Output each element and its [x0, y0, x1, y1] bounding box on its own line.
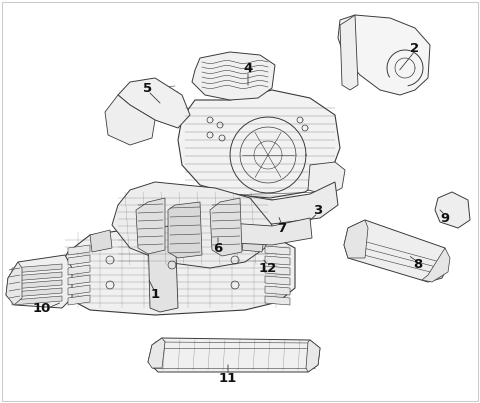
Polygon shape [6, 262, 22, 305]
Polygon shape [265, 286, 290, 295]
Polygon shape [265, 256, 290, 265]
Polygon shape [58, 228, 295, 315]
Polygon shape [68, 285, 90, 295]
Text: 9: 9 [441, 212, 450, 224]
Polygon shape [168, 202, 202, 258]
Polygon shape [340, 15, 358, 90]
Polygon shape [422, 248, 450, 282]
Polygon shape [105, 95, 155, 145]
Polygon shape [215, 218, 312, 245]
Polygon shape [148, 338, 165, 368]
Polygon shape [68, 255, 90, 265]
Polygon shape [90, 230, 112, 252]
Polygon shape [68, 245, 90, 255]
Polygon shape [265, 266, 290, 275]
Polygon shape [178, 90, 340, 198]
Text: 4: 4 [243, 62, 252, 75]
Polygon shape [265, 276, 290, 285]
Text: 1: 1 [150, 289, 159, 301]
Polygon shape [12, 272, 62, 281]
Text: 3: 3 [313, 204, 323, 216]
Polygon shape [6, 255, 72, 308]
Polygon shape [265, 296, 290, 305]
Polygon shape [265, 246, 290, 255]
Text: 6: 6 [214, 241, 223, 255]
Polygon shape [68, 265, 90, 275]
Text: 10: 10 [33, 301, 51, 314]
Polygon shape [242, 230, 265, 252]
Polygon shape [306, 340, 320, 372]
Text: 12: 12 [259, 262, 277, 274]
Polygon shape [12, 296, 62, 305]
Polygon shape [148, 225, 178, 312]
Polygon shape [12, 280, 62, 289]
Polygon shape [136, 198, 165, 254]
Polygon shape [68, 295, 90, 305]
Text: 8: 8 [413, 258, 422, 272]
Polygon shape [344, 220, 368, 258]
Polygon shape [338, 15, 430, 95]
Polygon shape [435, 192, 470, 228]
Polygon shape [68, 275, 90, 285]
Text: 2: 2 [410, 42, 420, 54]
Polygon shape [12, 288, 62, 297]
Polygon shape [192, 52, 275, 100]
Text: 11: 11 [219, 372, 237, 384]
Polygon shape [182, 182, 338, 224]
Text: 7: 7 [277, 222, 287, 235]
Polygon shape [112, 182, 272, 268]
Polygon shape [210, 198, 242, 256]
Text: 5: 5 [144, 81, 153, 94]
Polygon shape [148, 338, 320, 372]
Polygon shape [12, 264, 62, 273]
Polygon shape [344, 220, 448, 282]
Polygon shape [308, 162, 345, 195]
Polygon shape [118, 78, 190, 128]
